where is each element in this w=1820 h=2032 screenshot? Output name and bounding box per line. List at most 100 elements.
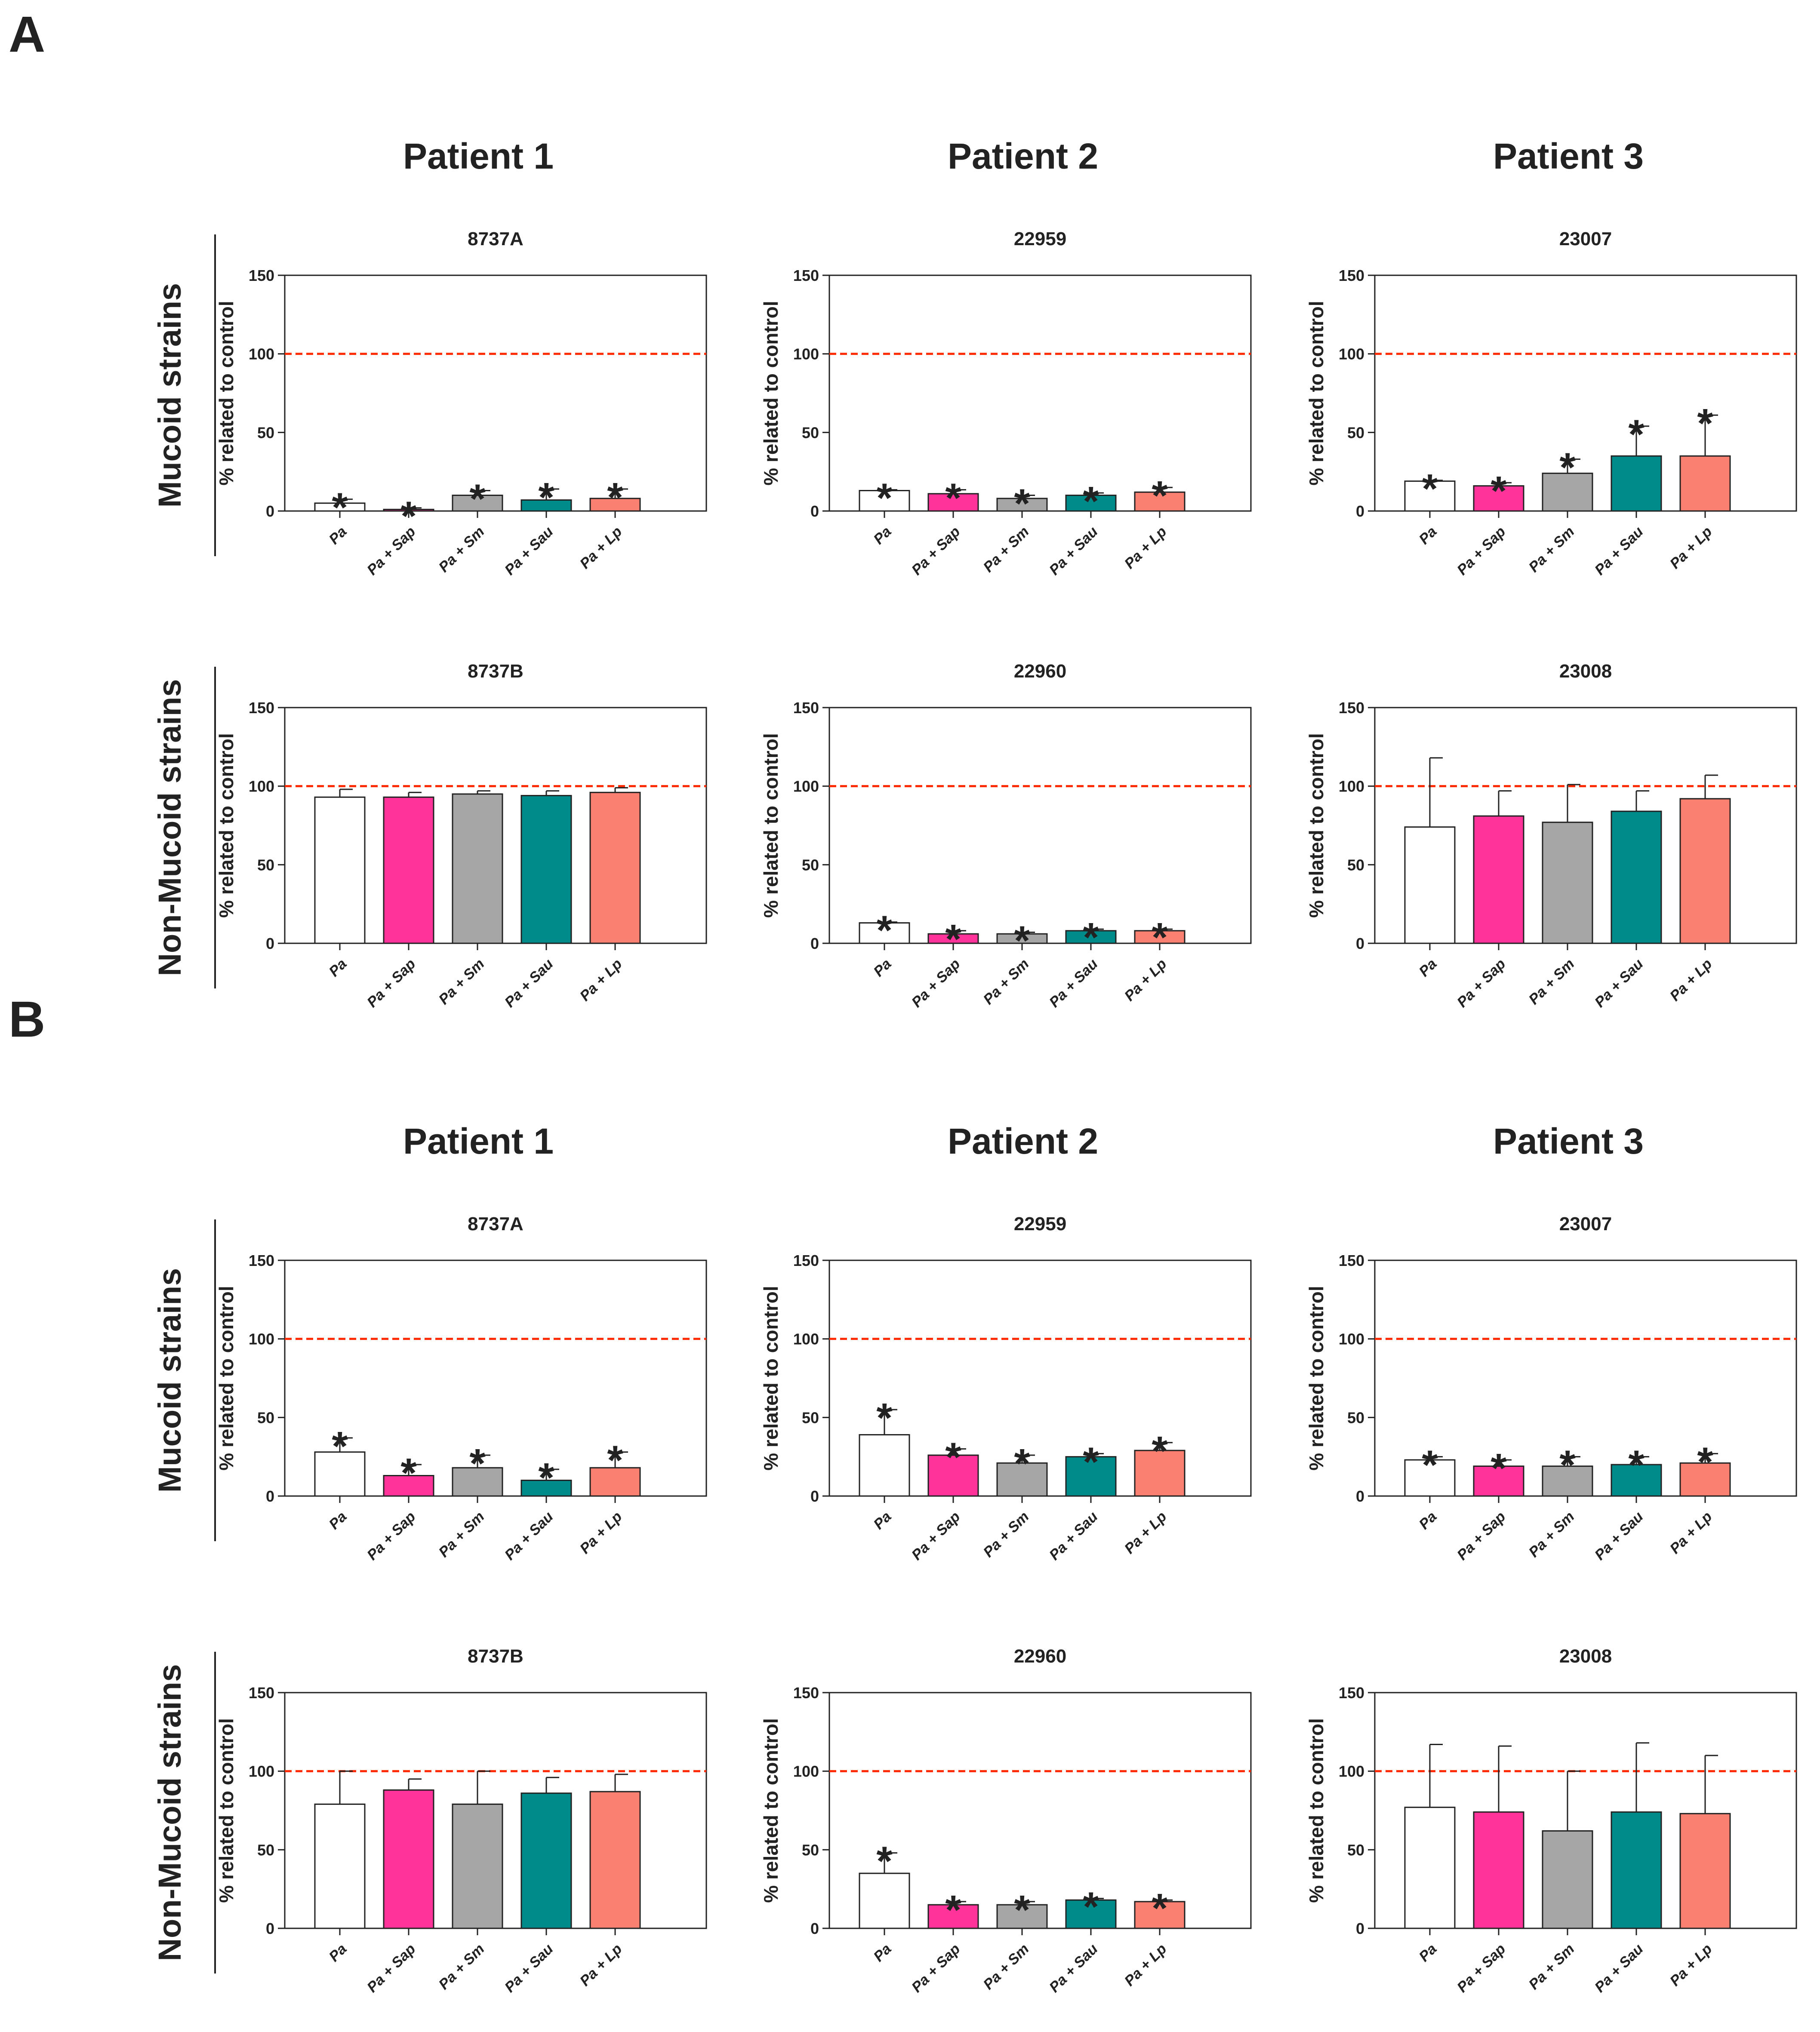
x-tick-label: Pa + Sau [502,956,557,1011]
x-tick-label: Pa + Sau [502,1509,557,1564]
y-tick-label: 0 [810,1487,819,1505]
significance-star: * [1014,1887,1030,1933]
y-tick-label: 50 [1347,1841,1364,1859]
y-tick-label: 50 [802,1409,819,1426]
y-tick-label: 150 [793,1252,819,1269]
x-tick-label: Pa [326,1941,350,1965]
x-tick-label: Pa [1416,1509,1440,1533]
significance-star: * [945,1434,961,1480]
y-axis-label: % related to control [760,1286,782,1470]
bar [1611,810,1662,944]
y-axis-label: % related to control [760,1718,782,1903]
bar [1404,1807,1456,1929]
bar-chart: 22959 % related to control 0 50 100 150 Pa * Pa … [760,1213,1252,1564]
x-tick-label: Pa + Sau [1046,1941,1101,1996]
significance-star: * [1422,1442,1438,1488]
patient-title: Patient 3 [1493,1121,1644,1161]
bar [927,1904,979,1929]
y-tick-label: 50 [1347,856,1364,874]
x-tick-label: Pa + Sm [436,1509,488,1561]
bar-chart: 8737B % related to control 0 50 100 150 Pa Pa +… [215,661,707,1011]
chart-title: 23007 [1559,1213,1612,1235]
significance-star: * [945,475,961,521]
x-tick-label: Pa [1416,1941,1440,1965]
bar-chart: 22960% related to control050100150Pa*Pa … [760,661,1252,1011]
x-tick-label: Pa + Lp [1667,1509,1715,1557]
bar [1065,1456,1117,1497]
bar [1542,472,1593,512]
x-tick-label: Pa + Lp [1121,1941,1170,1989]
significance-star: * [1152,1885,1168,1931]
bar-chart: 23008 % related to control 0 50 100 150 Pa Pa +… [1305,661,1797,1011]
x-tick-label: Pa + Sap [908,523,964,579]
significance-star: * [1422,466,1438,512]
significance-star: * [1697,400,1713,446]
significance-star: * [538,1455,554,1501]
significance-star: * [1628,412,1644,458]
significance-star: * [538,474,554,520]
x-tick-label: Pa + Sap [1454,956,1509,1011]
y-tick-label: 100 [793,778,819,795]
bar-chart: 8737B % related to control 0 50 100 150 Pa Pa +… [215,1646,707,1996]
patient-title: Patient 2 [948,136,1098,176]
bar [314,1803,366,1929]
x-tick-label: Pa + Sm [1526,1509,1578,1561]
x-tick-label: Pa + Sap [364,956,419,1011]
chart-title: 8737B [468,1646,524,1667]
x-tick-label: Pa + Sau [1046,956,1101,1011]
x-tick-label: Pa + Sau [1046,1509,1101,1564]
x-tick-label: Pa [326,956,350,980]
x-tick-label: Pa + Sm [980,1509,1032,1561]
bar [520,1792,572,1929]
bar [1679,455,1731,512]
row-label: Non-Mucoid strains [152,1664,188,1961]
y-axis-label: % related to control [1305,1286,1327,1470]
y-tick-label: 100 [1339,1330,1364,1348]
bar [1065,930,1117,944]
bar [1679,1813,1731,1929]
bar [1611,1464,1662,1497]
patient-title: Patient 1 [403,136,554,176]
chart-title: 8737A [468,1213,524,1235]
significance-star: * [1152,473,1168,519]
x-tick-label: Pa + Sm [436,523,488,576]
x-tick-label: Pa + Sap [1454,523,1509,579]
y-tick-label: 150 [793,699,819,717]
bar-chart: 23007 % related to control 0 50 100 150 Pa * Pa … [1305,1213,1797,1564]
x-tick-label: Pa + Lp [1667,1941,1715,1989]
y-tick-label: 0 [266,1487,274,1505]
x-tick-label: Pa [870,1941,894,1965]
y-tick-label: 50 [802,856,819,874]
bar [1473,1811,1524,1929]
y-tick-label: 100 [249,1763,274,1780]
bar [1542,1830,1593,1929]
significance-star: * [1490,1445,1507,1491]
x-tick-label: Pa + Sap [908,1509,964,1564]
significance-star: * [1152,1428,1168,1474]
x-tick-label: Pa + Sm [436,956,488,1008]
significance-star: * [1014,1441,1030,1487]
y-tick-label: 0 [1356,1487,1364,1505]
y-tick-label: 50 [257,424,274,441]
panel-letter: A [9,6,45,63]
y-tick-label: 100 [1339,345,1364,363]
y-axis-label: % related to control [215,301,237,485]
y-tick-label: 0 [1356,502,1364,520]
x-tick-label: Pa + Lp [577,1509,625,1557]
significance-star: * [876,1838,893,1884]
bar [859,1434,910,1497]
chart-title: 23008 [1559,1646,1612,1667]
bar [452,494,503,512]
plot-frame [284,274,707,512]
x-tick-label: Pa [870,1509,894,1533]
significance-star: * [1083,1884,1099,1930]
y-tick-label: 0 [266,502,274,520]
y-tick-label: 100 [249,345,274,363]
bar [1611,455,1662,512]
x-tick-label: Pa + Sau [502,523,557,579]
significance-star: * [1083,914,1099,961]
bar [1542,822,1593,944]
bar [927,1454,979,1497]
y-tick-label: 50 [257,1841,274,1859]
significance-star: * [469,1441,486,1487]
